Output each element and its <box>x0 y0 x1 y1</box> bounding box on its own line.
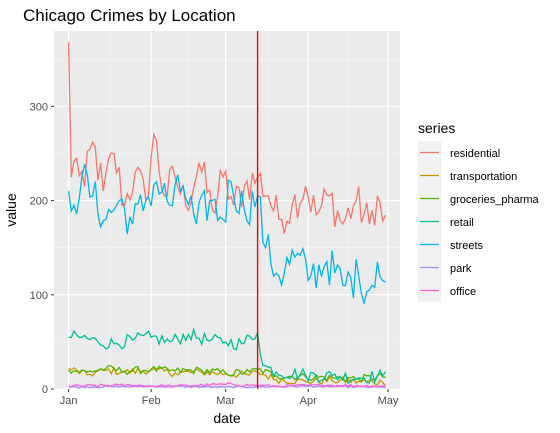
x-tick-label: Apr <box>300 395 317 407</box>
y-tick-label: 300 <box>30 101 48 113</box>
legend: series residential transportation grocerie… <box>418 120 540 302</box>
series-line-retail <box>68 327 386 385</box>
y-tick-label: 200 <box>30 196 48 208</box>
legend-label-groceries_pharma: groceries_pharma <box>450 194 540 206</box>
legend-label-streets: streets <box>450 240 484 252</box>
x-tick-label: Jan <box>60 395 78 407</box>
x-tick-label: Mar <box>216 395 235 407</box>
x-axis-title: date <box>213 410 240 426</box>
plot-lines <box>67 31 386 389</box>
y-tick-label: 100 <box>30 290 48 302</box>
axes: 0 100 200 300 Jan Feb Mar Apr May <box>30 101 399 407</box>
legend-label-transportation: transportation <box>450 171 517 183</box>
series-line-groceries_pharma <box>68 364 386 384</box>
y-tick-label: 0 <box>42 384 48 396</box>
series-line-streets <box>67 164 386 304</box>
legend-label-residential: residential <box>450 148 500 160</box>
legend-label-office: office <box>450 286 476 298</box>
legend-label-retail: retail <box>450 217 474 229</box>
legend-label-park: park <box>450 263 472 275</box>
x-tick-label: May <box>378 395 399 407</box>
chart-title: Chicago Crimes by Location <box>23 6 236 25</box>
series-line-park <box>68 384 386 389</box>
series-line-office <box>68 382 386 389</box>
y-axis-title: value <box>3 193 19 227</box>
x-tick-label: Feb <box>142 395 161 407</box>
legend-title: series <box>418 120 455 136</box>
